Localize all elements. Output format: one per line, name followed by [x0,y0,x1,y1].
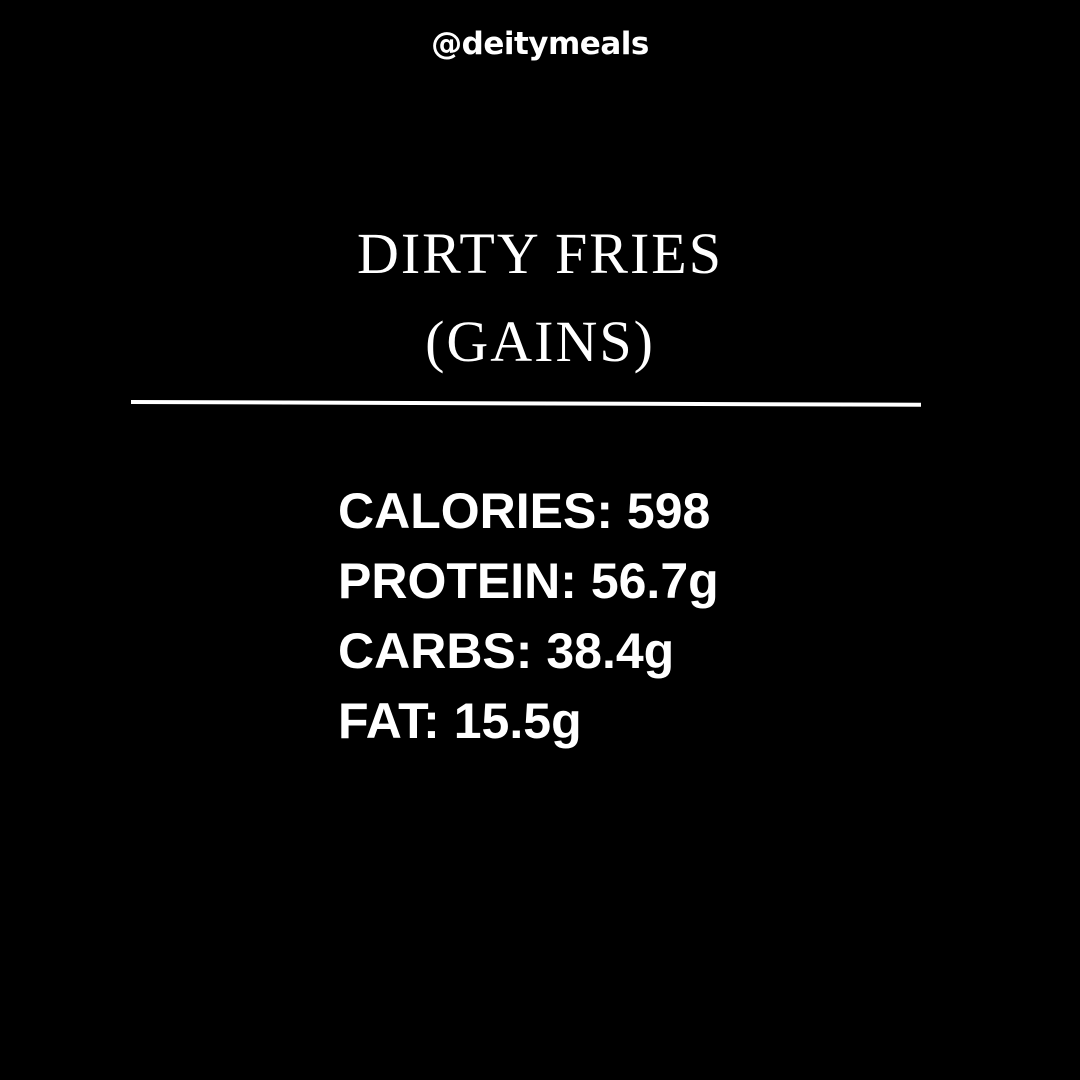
nutrition-label: CARBS: [338,623,533,679]
nutrition-fat: FAT: 15.5g [338,686,719,756]
nutrition-label: PROTEIN: [338,553,577,609]
nutrition-label: CALORIES: [338,483,613,539]
nutrition-facts: CALORIES: 598 PROTEIN: 56.7g CARBS: 38.4… [338,476,719,756]
nutrition-value: 15.5g [453,693,582,749]
nutrition-calories: CALORIES: 598 [338,476,719,546]
nutrition-value: 38.4g [546,623,675,679]
nutrition-value: 598 [626,483,711,539]
divider [130,400,922,407]
account-handle: @deitymeals [431,26,649,62]
nutrition-protein: PROTEIN: 56.7g [338,546,719,616]
nutrition-carbs: CARBS: 38.4g [338,616,719,686]
nutrition-label: FAT: [338,693,440,749]
nutrition-value: 56.7g [590,553,719,609]
recipe-title: DIRTY FRIES [356,221,723,286]
recipe-subtitle: (GAINS) [425,309,655,374]
